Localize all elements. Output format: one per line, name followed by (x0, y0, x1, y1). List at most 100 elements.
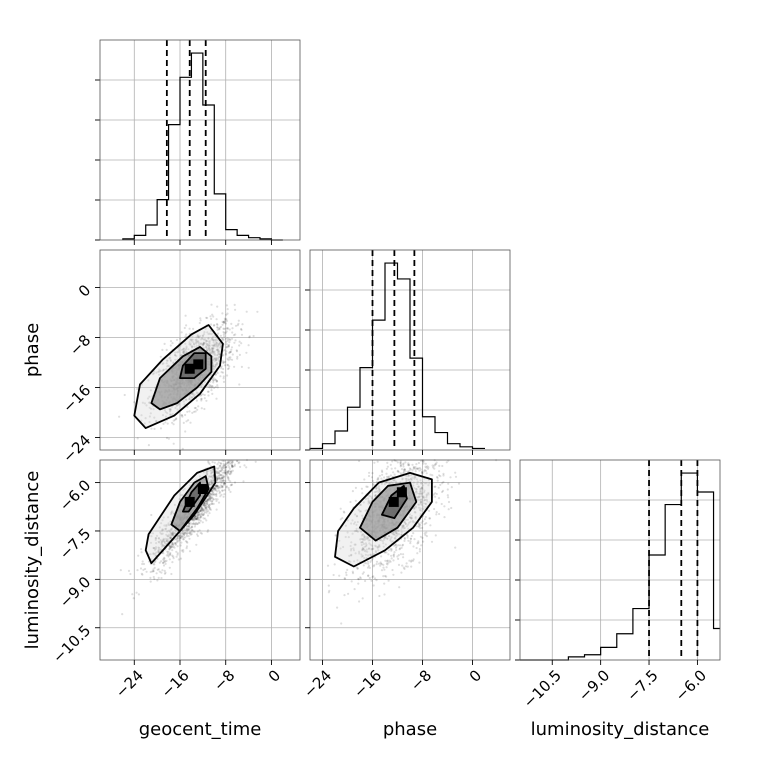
sample-point (215, 338, 218, 342)
sample-point (212, 476, 215, 479)
sample-point (152, 546, 155, 550)
sample-point (203, 331, 206, 334)
sample-point (179, 544, 182, 547)
sample-point (380, 539, 383, 542)
sample-point (222, 361, 225, 364)
sample-point (221, 486, 224, 489)
sample-point (151, 532, 155, 535)
sample-point (214, 488, 218, 491)
sample-point (196, 534, 199, 538)
sample-point (420, 482, 423, 485)
sample-point (414, 476, 417, 479)
sample-point (206, 500, 209, 503)
sample-point (171, 534, 174, 537)
sample-point (410, 514, 413, 517)
sample-point (171, 510, 174, 513)
sample-point (390, 557, 393, 560)
sample-point (231, 469, 234, 472)
sample-point (213, 324, 216, 327)
sample-point (157, 576, 160, 580)
sample-point (420, 521, 423, 524)
sample-point (365, 485, 368, 488)
sample-point (402, 566, 405, 569)
sample-point (375, 487, 378, 490)
sample-point (389, 463, 392, 466)
sample-point (447, 482, 450, 485)
sample-point (401, 564, 404, 567)
sample-point (205, 510, 208, 513)
sample-point (154, 547, 158, 550)
sample-point (214, 378, 217, 381)
sample-point (207, 344, 210, 347)
sample-point (170, 528, 173, 531)
sample-point (240, 333, 244, 336)
sample-point (188, 550, 192, 553)
sample-point (216, 323, 219, 326)
sample-point (409, 474, 413, 477)
sample-point (371, 557, 374, 560)
sample-point (383, 538, 386, 541)
sample-point (387, 553, 390, 556)
sample-point (417, 525, 420, 528)
sample-point (401, 543, 405, 546)
sample-point (212, 502, 215, 505)
sample-point (412, 466, 416, 469)
sample-point (199, 513, 202, 516)
sample-point (206, 473, 209, 476)
sample-point (228, 328, 231, 331)
sample-point (426, 465, 429, 468)
sample-point (402, 524, 405, 527)
sample-point (415, 478, 418, 481)
sample-point (412, 484, 415, 487)
sample-point (158, 373, 161, 376)
sample-point (178, 534, 181, 538)
sample-point (193, 517, 196, 520)
sample-point (400, 533, 403, 536)
sample-point (355, 527, 358, 530)
sample-point (219, 469, 222, 472)
sample-point (223, 464, 226, 467)
sample-point (144, 567, 147, 571)
sample-point (385, 566, 388, 569)
sample-point (367, 574, 370, 577)
sample-point (169, 408, 172, 411)
sample-point (200, 507, 204, 510)
sample-point (176, 553, 179, 556)
sample-point (162, 368, 165, 371)
sample-point (375, 486, 378, 489)
sample-point (161, 348, 164, 351)
sample-point (371, 497, 374, 500)
sample-point (217, 351, 220, 354)
sample-point (218, 328, 221, 331)
sample-point (161, 540, 164, 543)
sample-point (347, 560, 351, 563)
sample-point (382, 537, 385, 540)
sample-point (200, 342, 203, 345)
sample-point (141, 573, 144, 576)
sample-point (234, 333, 237, 336)
sample-point (235, 350, 239, 353)
sample-point (396, 532, 399, 535)
sample-point (390, 467, 393, 470)
sample-point (158, 547, 161, 550)
sample-point (219, 495, 222, 498)
sample-point (208, 341, 211, 345)
sample-point (199, 510, 202, 513)
sample-point (211, 351, 214, 354)
sample-point (182, 347, 185, 350)
sample-point (408, 469, 411, 472)
sample-point (407, 539, 410, 542)
sample-point (220, 470, 223, 473)
sample-point (171, 554, 174, 557)
sample-point (420, 493, 423, 496)
sample-point (190, 529, 193, 532)
sample-point (213, 367, 216, 370)
sample-point (441, 489, 445, 492)
sample-point (401, 544, 404, 547)
sample-point (174, 528, 177, 531)
sample-point (394, 543, 397, 547)
sample-point (212, 347, 215, 350)
sample-point (361, 541, 364, 544)
sample-point (211, 493, 214, 496)
sample-point (168, 547, 171, 551)
